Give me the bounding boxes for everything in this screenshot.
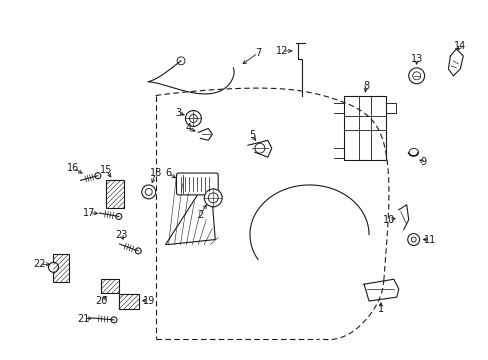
Text: 14: 14 [453, 41, 466, 51]
Circle shape [116, 213, 122, 220]
Text: 7: 7 [254, 48, 261, 58]
Text: 15: 15 [100, 165, 112, 175]
Text: 20: 20 [95, 296, 107, 306]
FancyBboxPatch shape [176, 173, 218, 195]
Polygon shape [447, 49, 462, 76]
Polygon shape [364, 279, 398, 301]
Circle shape [135, 248, 141, 254]
Text: 11: 11 [424, 234, 436, 244]
Bar [344, 96, 385, 160]
Bar [106, 180, 123, 208]
Text: 21: 21 [77, 314, 89, 324]
Circle shape [111, 317, 117, 323]
Text: 12: 12 [275, 46, 287, 56]
Text: 3: 3 [175, 108, 181, 117]
Text: 10: 10 [382, 215, 394, 225]
Text: 13: 13 [410, 54, 422, 64]
Text: 18: 18 [149, 168, 162, 178]
Bar [119, 294, 139, 309]
Text: 22: 22 [33, 259, 46, 269]
Text: 23: 23 [115, 230, 127, 239]
Text: 4: 4 [185, 123, 191, 134]
Text: 5: 5 [248, 130, 255, 140]
Bar [101, 279, 119, 293]
Circle shape [407, 234, 419, 246]
Text: 1: 1 [377, 304, 383, 314]
Circle shape [204, 189, 222, 207]
Text: 17: 17 [83, 208, 95, 218]
Circle shape [142, 185, 155, 199]
Text: 9: 9 [420, 157, 426, 167]
Text: 6: 6 [165, 168, 171, 178]
Text: 8: 8 [362, 81, 368, 91]
Bar [53, 255, 69, 282]
Text: 19: 19 [142, 296, 155, 306]
Circle shape [185, 111, 201, 126]
Text: 2: 2 [197, 210, 203, 220]
Text: 16: 16 [67, 163, 79, 173]
Circle shape [95, 173, 101, 179]
Circle shape [48, 262, 59, 272]
